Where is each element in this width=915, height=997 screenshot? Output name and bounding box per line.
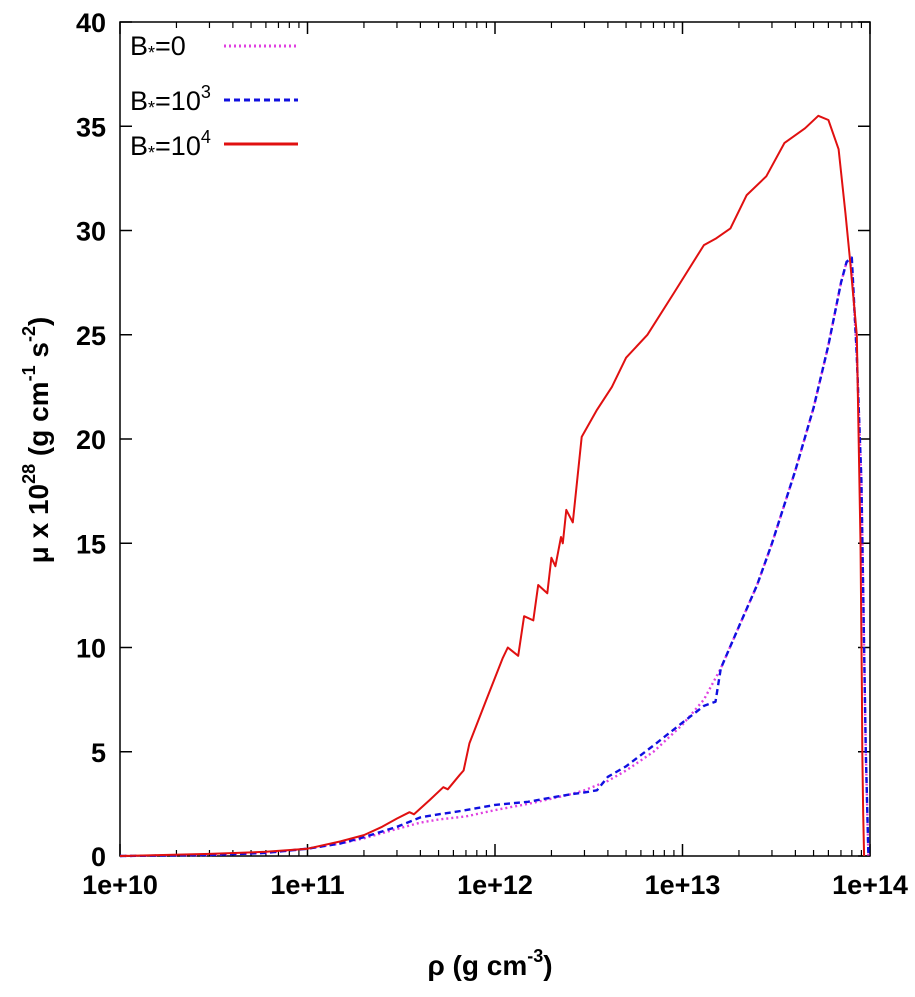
- y-axis-title: μ x 1028 (g cm-1 s-2): [19, 317, 54, 564]
- legend-b1000-sub: *: [148, 98, 155, 118]
- series-line-2: [119, 114, 866, 857]
- x-axis-title-sup: -3: [527, 946, 543, 966]
- y-axis-title-sup2: -1: [19, 365, 39, 381]
- legend-b0-main: B: [130, 31, 148, 61]
- x-axis-title: ρ (g cm-3): [427, 946, 552, 981]
- y-tick-label: 0: [91, 842, 106, 872]
- legend-b1000-main: B: [130, 86, 148, 116]
- legend-b1000-tail: =10: [155, 86, 201, 116]
- series-line-1: [119, 256, 870, 858]
- legend-label-b0: B*=0: [130, 31, 186, 63]
- y-axis-title-part1: μ x 10: [23, 484, 54, 563]
- x-axis-title-main: ρ (g cm: [427, 950, 527, 981]
- legend-b10000-sup: 4: [201, 127, 211, 147]
- legend: B*=0 B*=103 B*=104: [130, 31, 298, 163]
- legend-label-b1000: B*=103: [130, 82, 211, 118]
- x-axis-title-tail: ): [543, 950, 552, 981]
- y-tick-label: 35: [76, 112, 106, 142]
- x-tick-label: 1e+10: [82, 870, 158, 900]
- x-tick-label: 1e+11: [270, 870, 344, 900]
- y-tick-label: 20: [76, 425, 106, 455]
- y-tick-label: 15: [76, 529, 106, 559]
- x-tick-label: 1e+13: [645, 870, 721, 900]
- legend-label-b10000: B*=104: [130, 127, 211, 163]
- y-tick-label: 30: [76, 217, 106, 247]
- y-axis-title-sup3: -2: [19, 326, 39, 342]
- series-line-0: [119, 260, 870, 858]
- x-tick-label: 1e+14: [832, 870, 908, 900]
- y-axis-title-part2: (g cm: [23, 381, 54, 463]
- y-tick-label: 25: [76, 321, 106, 351]
- legend-b1000-sup: 3: [201, 82, 211, 102]
- legend-b10000-main: B: [130, 131, 148, 161]
- legend-b10000-tail: =10: [155, 131, 201, 161]
- legend-b0-tail: =0: [155, 31, 186, 61]
- y-tick-label: 5: [91, 738, 106, 768]
- y-axis-title-sup1: 28: [19, 464, 39, 484]
- legend-b10000-sub: *: [148, 143, 155, 163]
- y-axis-title-part4: ): [23, 317, 54, 326]
- legend-b0-sub: *: [148, 43, 155, 63]
- y-axis-title-part3: s: [23, 342, 54, 365]
- y-tick-label: 10: [76, 634, 106, 664]
- x-tick-label: 1e+12: [457, 870, 533, 900]
- plot-frame: [119, 21, 871, 857]
- y-tick-label: 40: [76, 8, 106, 38]
